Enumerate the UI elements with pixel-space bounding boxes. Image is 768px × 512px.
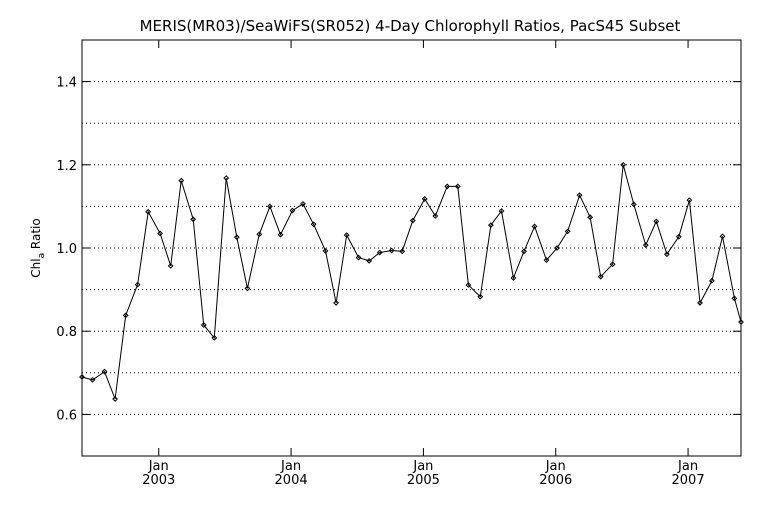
x-tick-label-month: Jan xyxy=(280,459,301,474)
x-tick-label-month: Jan xyxy=(545,459,566,474)
data-point xyxy=(409,217,416,224)
data-point xyxy=(223,175,230,182)
data-point xyxy=(554,245,560,251)
x-tick-label-year: 2006 xyxy=(539,473,572,488)
chart-title: MERIS(MR03)/SeaWiFS(SR052) 4-Day Chlorop… xyxy=(140,17,681,35)
data-point xyxy=(355,254,362,261)
y-tick-label: 1.4 xyxy=(56,76,77,91)
data-point xyxy=(576,192,583,199)
series-group xyxy=(79,161,744,402)
x-tick-label-year: 2003 xyxy=(142,473,175,488)
y-tick-label: 1.0 xyxy=(56,242,77,257)
data-point xyxy=(277,231,284,238)
data-point xyxy=(421,196,428,202)
data-point xyxy=(167,262,174,269)
data-point xyxy=(708,277,715,284)
data-point xyxy=(454,183,461,190)
data-point xyxy=(343,232,350,239)
data-point xyxy=(597,273,604,280)
data-point xyxy=(79,374,85,380)
data-point xyxy=(543,257,550,263)
data-point xyxy=(587,214,594,221)
data-point xyxy=(399,248,406,255)
data-point xyxy=(564,228,571,235)
data-point xyxy=(630,201,637,208)
x-tick-label-month: Jan xyxy=(677,459,698,474)
data-point xyxy=(444,183,451,190)
data-point xyxy=(663,251,670,258)
data-point xyxy=(256,231,263,238)
data-point xyxy=(686,197,693,204)
x-tick-label-year: 2007 xyxy=(672,473,705,488)
data-point xyxy=(157,230,163,237)
data-point xyxy=(675,233,682,240)
y-tick-label: 0.8 xyxy=(56,325,77,340)
data-point xyxy=(653,218,660,225)
y-axis-label-suffix: Ratio xyxy=(29,218,43,253)
x-tick-label-month: Jan xyxy=(148,459,169,474)
data-point xyxy=(211,334,218,341)
data-point xyxy=(178,177,185,184)
y-axis-label-subscript: a xyxy=(37,253,47,259)
y-tick-label: 1.2 xyxy=(56,159,77,174)
data-point xyxy=(731,295,738,302)
data-point xyxy=(388,247,395,254)
y-tick-label: 0.6 xyxy=(56,408,77,423)
data-point xyxy=(531,223,538,230)
data-point xyxy=(101,368,108,375)
data-point xyxy=(112,396,118,402)
data-point xyxy=(322,248,329,254)
x-tick-label-month: Jan xyxy=(412,459,433,474)
y-axis: 0.6 0.8 1.0 1.2 1.4 xyxy=(56,76,741,423)
data-point xyxy=(376,249,383,256)
x-tick-label-year: 2004 xyxy=(275,473,308,488)
data-point xyxy=(300,200,306,207)
data-point xyxy=(498,208,505,214)
data-point xyxy=(465,282,472,288)
data-point xyxy=(333,300,339,306)
data-point xyxy=(366,257,373,264)
data-point xyxy=(145,208,152,215)
data-point xyxy=(200,322,207,328)
x-tick-label-year: 2005 xyxy=(407,473,440,488)
data-point xyxy=(310,221,317,228)
data-point xyxy=(697,300,703,306)
data-point xyxy=(122,312,129,319)
data-point xyxy=(289,207,296,214)
data-point xyxy=(510,275,517,281)
data-point xyxy=(719,233,726,240)
series-line xyxy=(81,164,742,400)
data-point xyxy=(477,293,484,300)
data-point xyxy=(233,234,240,241)
y-axis-label: Chla Ratio xyxy=(29,218,47,277)
data-point xyxy=(134,281,141,288)
data-point xyxy=(190,216,197,223)
data-point xyxy=(609,261,616,268)
data-point xyxy=(521,248,527,255)
data-point xyxy=(89,376,96,383)
data-point xyxy=(738,319,744,325)
data-point xyxy=(244,285,251,292)
data-point xyxy=(642,242,649,248)
data-point xyxy=(432,213,439,219)
data-point xyxy=(487,222,494,229)
y-axis-label-main: Chl xyxy=(29,258,43,277)
data-point xyxy=(620,161,627,168)
data-point xyxy=(267,203,273,210)
